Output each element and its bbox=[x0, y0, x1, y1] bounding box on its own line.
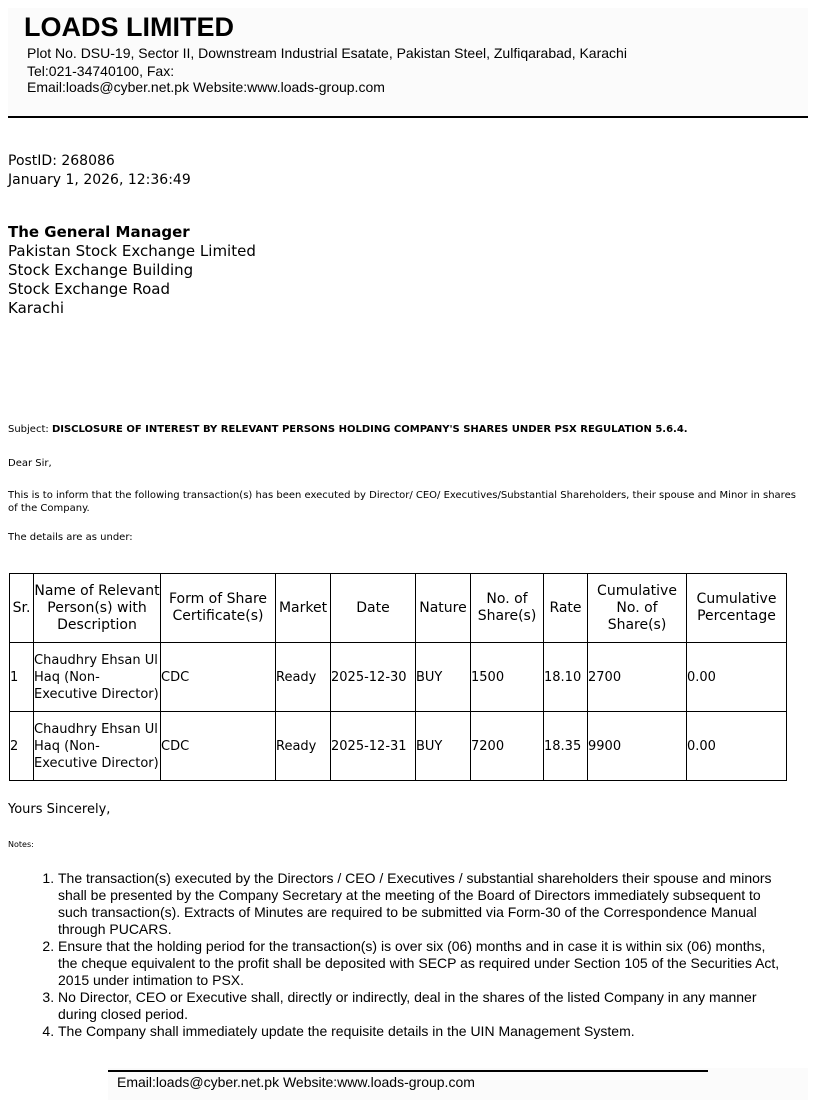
intro: This is to inform that the following tra… bbox=[8, 490, 796, 514]
recipient-line: Pakistan Stock Exchange Limited bbox=[8, 242, 256, 260]
cell: Chaudhry Ehsan Ul Haq (Non-Executive Dir… bbox=[33, 642, 161, 712]
col-header: No. of Share(s) bbox=[470, 573, 544, 643]
note-item: The transaction(s) executed by the Direc… bbox=[58, 870, 788, 938]
closing: Yours Sincerely, bbox=[8, 802, 111, 817]
cell: 0.00 bbox=[686, 711, 787, 781]
company-contact: Email:loads@cyber.net.pk Website:www.loa… bbox=[27, 79, 385, 95]
col-header: Rate bbox=[543, 573, 588, 643]
cell: 2 bbox=[9, 711, 34, 781]
note-item: Ensure that the holding period for the t… bbox=[58, 938, 788, 989]
post-id: PostID: 268086 bbox=[8, 153, 115, 169]
col-header: Form of Share Certificate(s) bbox=[160, 573, 276, 643]
notes-label: Notes: bbox=[8, 840, 34, 849]
table-header-row: Sr. Name of Relevant Person(s) with Desc… bbox=[9, 573, 787, 643]
footer bbox=[108, 1068, 808, 1100]
cell: BUY bbox=[415, 711, 471, 781]
transactions-table: Sr. Name of Relevant Person(s) with Desc… bbox=[9, 573, 787, 781]
cell: 2025-12-31 bbox=[330, 711, 416, 781]
cell: Chaudhry Ehsan Ul Haq (Non-Executive Dir… bbox=[33, 711, 161, 781]
note-item: No Director, CEO or Executive shall, dir… bbox=[58, 989, 788, 1023]
post-datetime: January 1, 2026, 12:36:49 bbox=[8, 172, 191, 188]
cell: 9900 bbox=[587, 711, 687, 781]
cell: Ready bbox=[275, 642, 331, 712]
cell: 1 bbox=[9, 642, 34, 712]
recipient-line: Karachi bbox=[8, 299, 65, 317]
company-address: Plot No. DSU-19, Sector II, Downstream I… bbox=[27, 45, 627, 61]
footer-contact: Email:loads@cyber.net.pk Website:www.loa… bbox=[117, 1074, 475, 1090]
table-row: 2 Chaudhry Ehsan Ul Haq (Non-Executive Di… bbox=[9, 711, 787, 781]
col-header: Sr. bbox=[9, 573, 34, 643]
recipient-line: Stock Exchange Road bbox=[8, 280, 170, 298]
col-header: Cumulative No. of Share(s) bbox=[587, 573, 687, 643]
cell: 18.10 bbox=[543, 642, 588, 712]
cell: 2700 bbox=[587, 642, 687, 712]
header-divider bbox=[8, 116, 808, 118]
cell: 2025-12-30 bbox=[330, 642, 416, 712]
letterhead: LOADS LIMITED Plot No. DSU-19, Sector II… bbox=[8, 8, 808, 116]
col-header: Market bbox=[275, 573, 331, 643]
subject: Subject: DISCLOSURE OF INTEREST BY RELEV… bbox=[8, 423, 798, 436]
cell: 18.35 bbox=[543, 711, 588, 781]
col-header: Name of Relevant Person(s) with Descript… bbox=[33, 573, 161, 643]
cell: BUY bbox=[415, 642, 471, 712]
note-item: The Company shall immediately update the… bbox=[58, 1023, 788, 1040]
details-label: The details are as under: bbox=[8, 532, 133, 543]
cell: 7200 bbox=[470, 711, 544, 781]
company-tel: Tel:021-34740100, Fax: bbox=[27, 63, 175, 79]
col-header: Cumulative Percentage bbox=[686, 573, 787, 643]
cell: CDC bbox=[160, 711, 276, 781]
subject-label: Subject: bbox=[8, 424, 49, 435]
footer-divider bbox=[108, 1070, 708, 1072]
recipient-title: The General Manager bbox=[8, 223, 190, 241]
cell: 1500 bbox=[470, 642, 544, 712]
cell: Ready bbox=[275, 711, 331, 781]
recipient-line: Stock Exchange Building bbox=[8, 261, 194, 279]
company-name: LOADS LIMITED bbox=[24, 12, 234, 42]
notes-list: The transaction(s) executed by the Direc… bbox=[18, 870, 788, 1040]
col-header: Date bbox=[330, 573, 416, 643]
cell: CDC bbox=[160, 642, 276, 712]
table-row: 1 Chaudhry Ehsan Ul Haq (Non-Executive Di… bbox=[9, 642, 787, 712]
subject-text: DISCLOSURE OF INTEREST BY RELEVANT PERSO… bbox=[51, 424, 688, 435]
salutation: Dear Sir, bbox=[8, 458, 52, 469]
col-header: Nature bbox=[415, 573, 471, 643]
cell: 0.00 bbox=[686, 642, 787, 712]
